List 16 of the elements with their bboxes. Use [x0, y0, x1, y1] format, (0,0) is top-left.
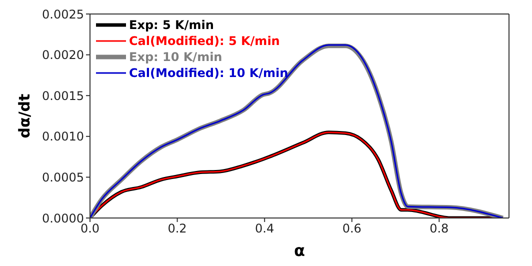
x-tick-label: 0.6 [342, 222, 362, 236]
y-tick-label: 0.0010 [42, 130, 84, 144]
legend-label: Exp: 5 K/min [129, 17, 214, 33]
legend-label: Cal(Modified): 5 K/min [129, 33, 280, 49]
x-axis-title: α [294, 241, 305, 260]
legend-label: Cal(Modified): 10 K/min [129, 65, 288, 81]
x-tick-label: 0.4 [255, 222, 274, 236]
y-tick-label: 0.0025 [42, 7, 84, 22]
y-tick-label: 0.0020 [42, 48, 84, 62]
x-tick-label: 0.8 [430, 222, 449, 236]
y-axis-title: dα/dt [15, 94, 34, 138]
y-tick-label: 0.0005 [42, 170, 84, 184]
legend-label: Exp: 10 K/min [129, 49, 222, 65]
x-tick-label: 0.0 [80, 222, 100, 236]
y-tick-label: 0.0015 [42, 88, 84, 103]
x-tick-label: 0.2 [168, 222, 187, 236]
